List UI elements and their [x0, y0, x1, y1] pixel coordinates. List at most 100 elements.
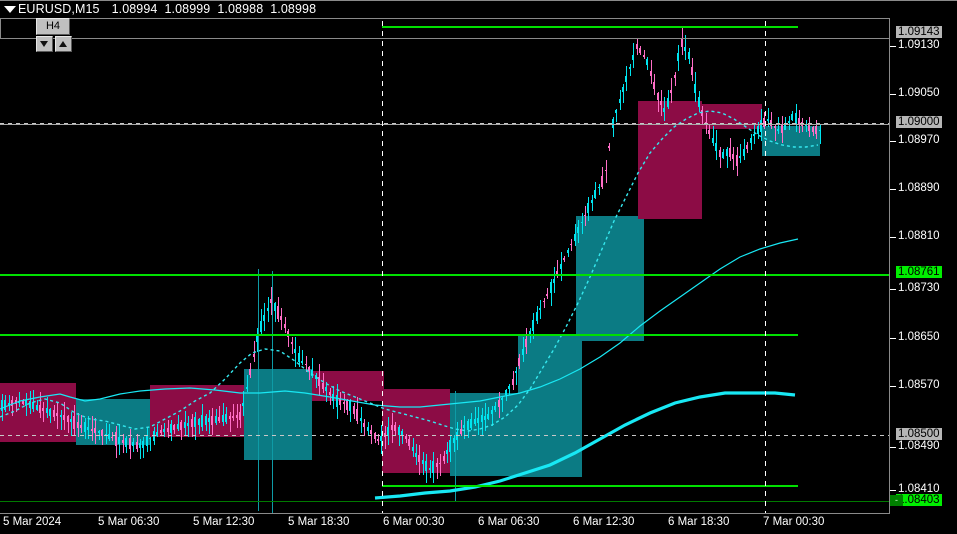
candle-body	[456, 432, 458, 440]
candle-body	[632, 55, 634, 60]
candle-body	[629, 67, 631, 69]
candle-wick	[254, 341, 255, 362]
candle-body	[398, 427, 400, 435]
horizontal-level-line[interactable]	[382, 26, 798, 28]
candle-wick-long	[272, 271, 273, 513]
candle-body	[515, 371, 517, 373]
candle-body	[267, 308, 269, 311]
price-axis[interactable]: 1.09143 1.09130 1.09050 1.09000 1.08970 1.088…	[890, 1, 957, 514]
candle-body	[729, 148, 731, 157]
candle-body	[274, 303, 276, 311]
candle-wick	[544, 298, 545, 308]
candle-body	[774, 126, 776, 128]
triangle-down-icon[interactable]	[4, 6, 16, 13]
price-label: 1.08403	[896, 494, 942, 506]
candle-body	[67, 416, 69, 422]
price-tick	[890, 189, 896, 190]
candle-body	[332, 394, 334, 401]
candle-wick	[230, 412, 231, 432]
candle-body	[518, 358, 520, 366]
candle-wick	[606, 160, 607, 183]
candle-body	[356, 409, 358, 421]
candle-body	[646, 59, 648, 65]
candle-body	[115, 432, 117, 446]
candle-body	[591, 200, 593, 203]
candle-wick	[109, 424, 110, 441]
horizontal-level-line[interactable]	[0, 501, 889, 502]
candle-body	[619, 99, 621, 103]
candle-wick	[326, 382, 327, 402]
price-tick	[890, 447, 896, 448]
candle-body	[94, 428, 96, 433]
period-up-button[interactable]	[55, 36, 72, 52]
candle-body	[463, 425, 465, 428]
candle-body	[715, 143, 717, 151]
candle-body	[643, 55, 645, 57]
candle-body	[280, 316, 282, 320]
candle-body	[570, 244, 572, 245]
candle-body	[363, 423, 365, 427]
candle-body	[722, 152, 724, 158]
candle-body	[743, 149, 745, 156]
candle-body	[56, 413, 58, 416]
candle-body	[311, 370, 313, 376]
candle-body	[298, 353, 300, 362]
quote-value-4: 1.08998	[270, 2, 317, 16]
candle-wick	[713, 126, 714, 146]
candle-wick	[658, 92, 659, 112]
time-axis[interactable]: 5 Mar 2024 5 Mar 06:30 5 Mar 12:30 5 Mar 18…	[0, 514, 957, 534]
candle-body	[681, 38, 683, 47]
horizontal-level-line[interactable]	[0, 334, 798, 336]
candle-body	[53, 410, 55, 417]
price-grid-line	[0, 123, 890, 124]
candle-body	[205, 416, 207, 425]
session-divider	[765, 1, 766, 514]
candle-body	[422, 460, 424, 464]
candle-wick	[150, 437, 151, 451]
price-tick	[890, 386, 896, 387]
time-label: 6 Mar 18:30	[668, 516, 730, 528]
candle-body	[80, 425, 82, 428]
candle-body	[657, 93, 659, 100]
time-label: 6 Mar 12:30	[573, 516, 635, 528]
horizontal-level-line[interactable]	[382, 485, 798, 487]
candle-wick	[675, 72, 676, 86]
price-label: 1.09130	[898, 39, 940, 51]
candle-body	[87, 427, 89, 430]
period-down-button[interactable]	[36, 36, 53, 52]
frame-right-border	[889, 1, 890, 514]
candle-body	[781, 124, 783, 133]
candle-body	[622, 87, 624, 92]
candle-body	[660, 101, 662, 105]
price-label: 1.08970	[898, 134, 940, 146]
candle-body	[484, 416, 486, 420]
h4-range-box	[244, 369, 312, 460]
candle-body	[567, 250, 569, 253]
candle-wick	[112, 432, 113, 441]
price-tick	[890, 94, 896, 95]
candle-body	[322, 383, 324, 389]
candle-wick	[585, 206, 586, 226]
candle-body	[180, 422, 182, 430]
period-label[interactable]: H4	[36, 18, 70, 35]
candle-wick	[12, 396, 13, 416]
candle-body	[560, 264, 562, 269]
candle-body	[574, 234, 576, 241]
candle-wick	[61, 410, 62, 430]
price-marker-icon[interactable]: -	[890, 495, 903, 506]
period-selector-widget[interactable]: H4	[36, 18, 72, 52]
candle-body	[301, 361, 303, 363]
candle-wick	[740, 144, 741, 163]
candle-body	[36, 405, 38, 410]
candle-body	[688, 52, 690, 59]
chart-plot-area[interactable]	[0, 1, 890, 514]
horizontal-level-line[interactable]	[0, 274, 889, 276]
triangle-down-icon	[40, 41, 48, 47]
candle-body	[184, 422, 186, 428]
candle-body	[22, 400, 24, 404]
candle-body	[508, 386, 510, 389]
candle-body	[477, 418, 479, 423]
candle-body	[753, 134, 755, 136]
candle-body	[532, 320, 534, 331]
price-tick	[890, 490, 896, 491]
